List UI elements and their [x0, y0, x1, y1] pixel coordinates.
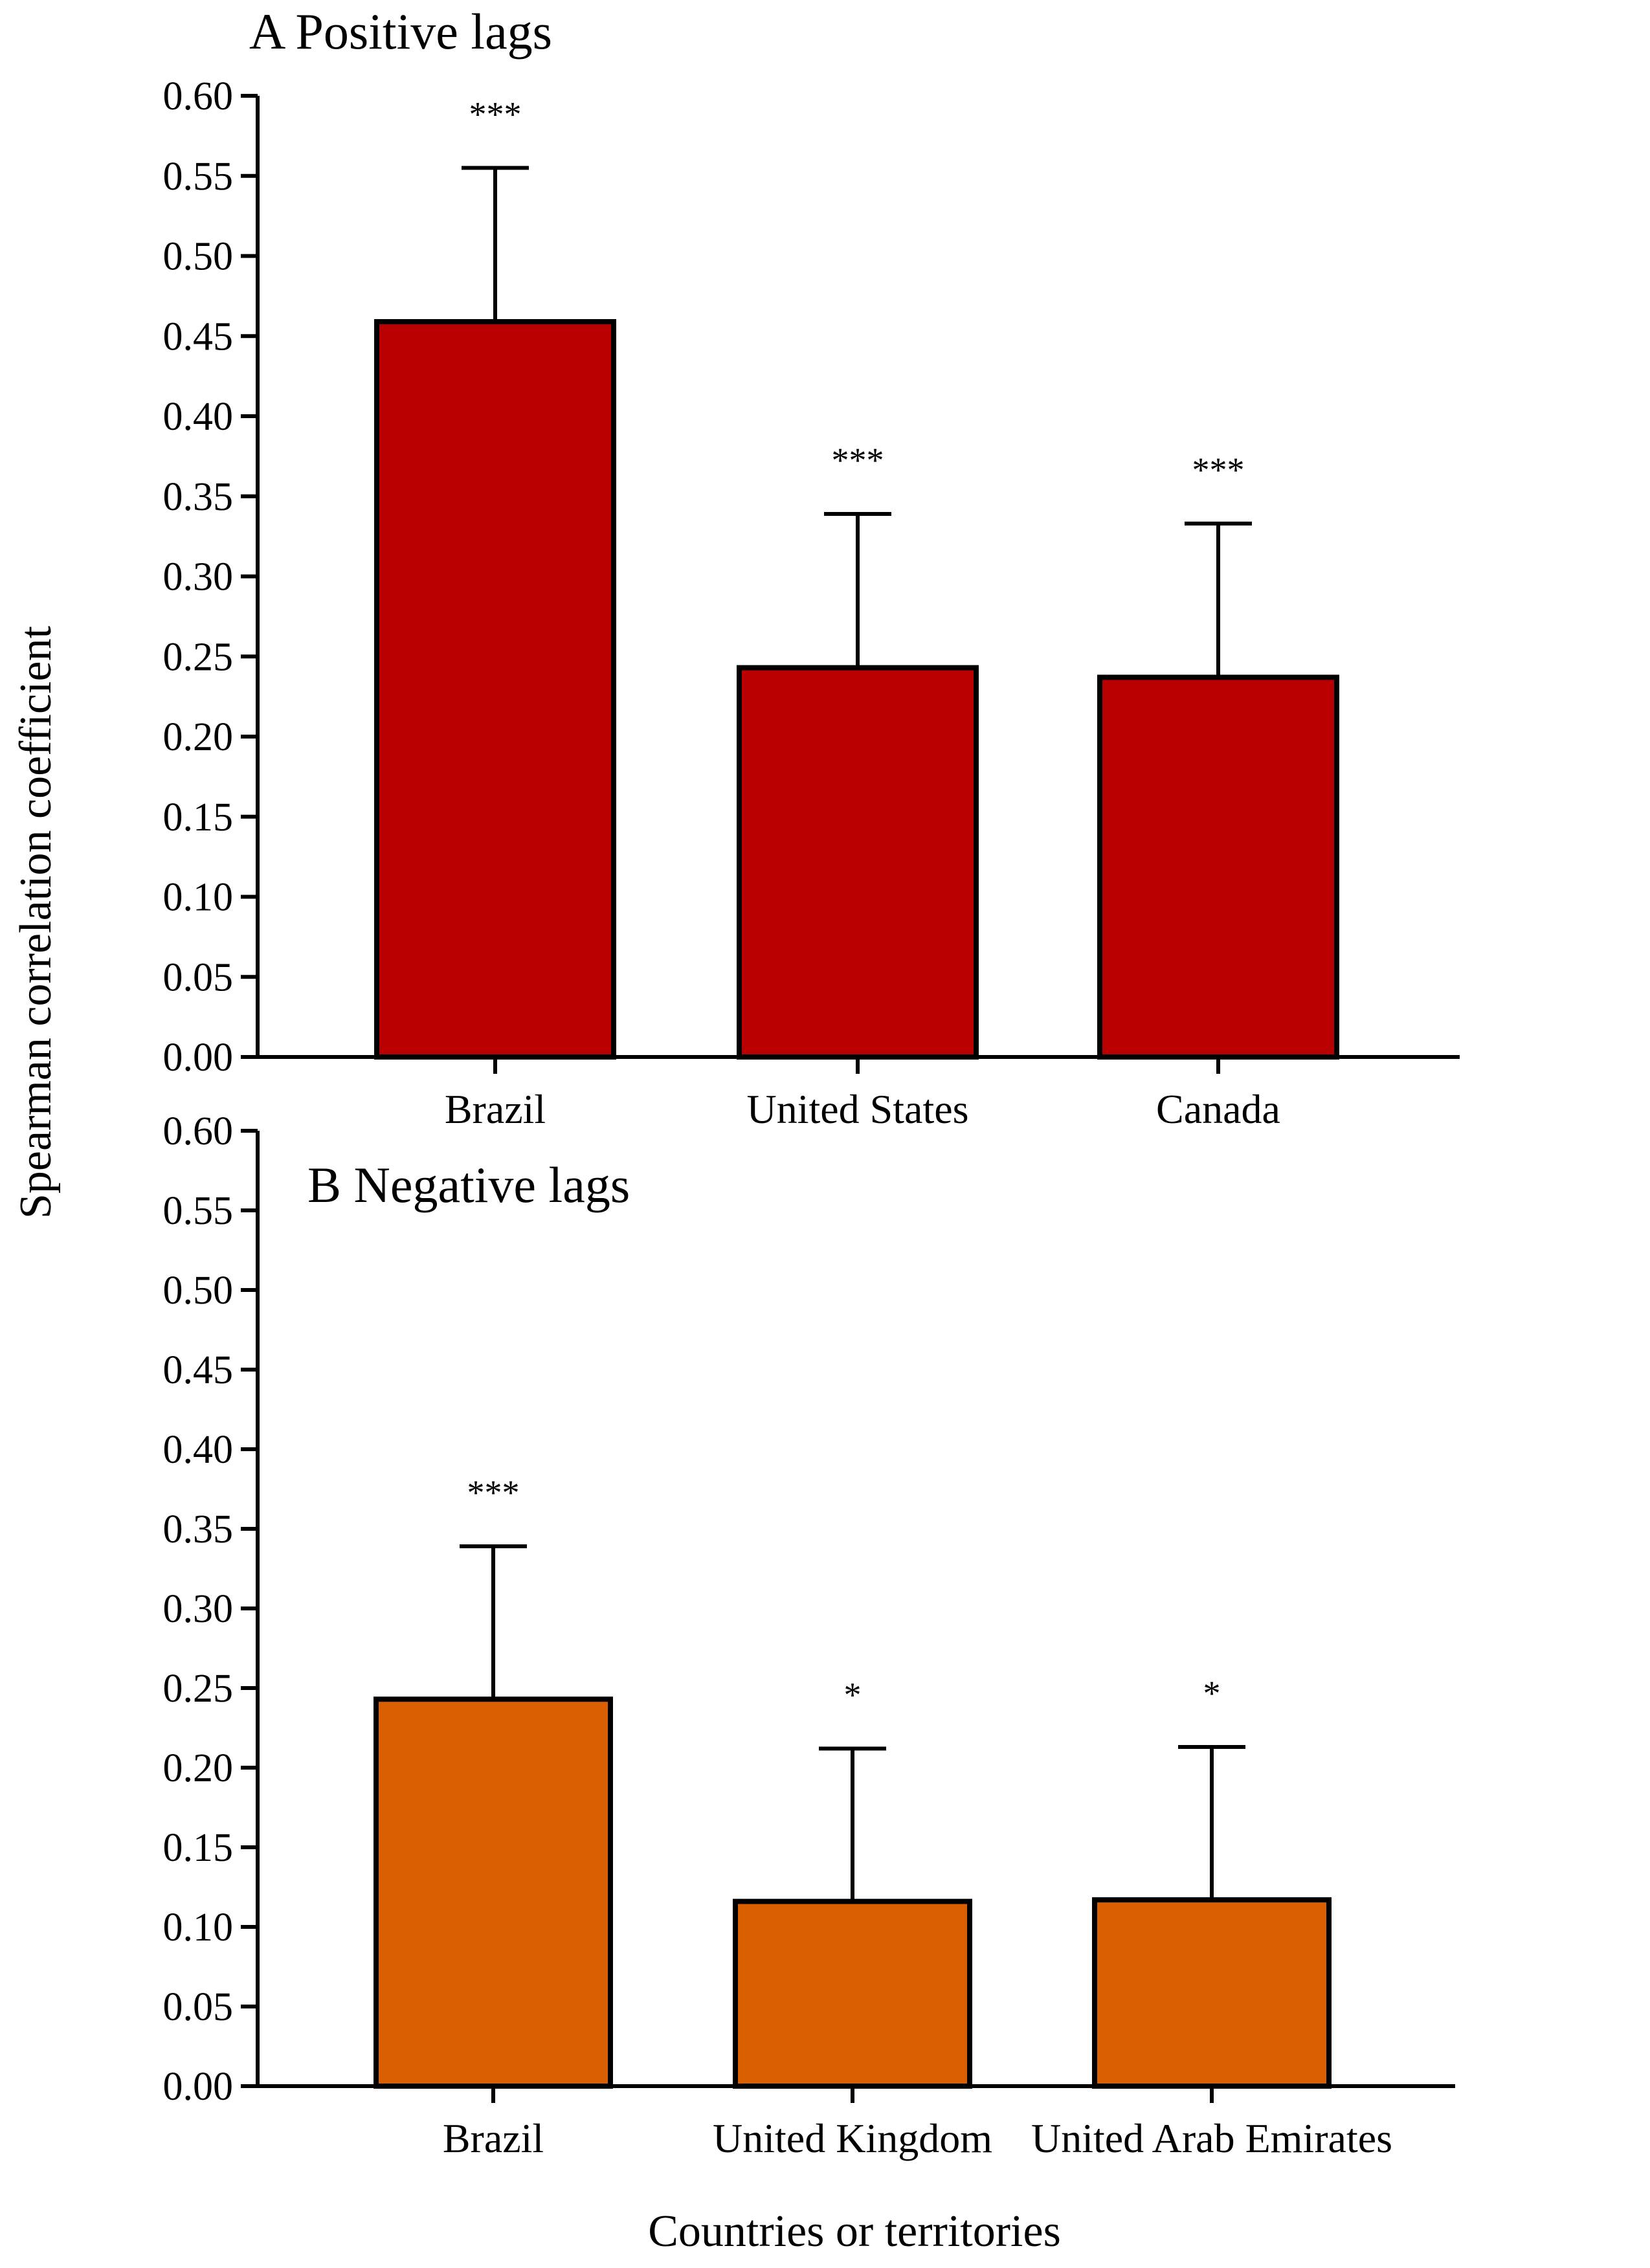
y-tick-label: 0.20	[163, 715, 234, 759]
significance-label: *	[844, 1675, 862, 1714]
x-axis-title: Countries or territories	[648, 2207, 1061, 2256]
bar-united-kingdom	[733, 1898, 972, 2089]
category-label: Canada	[1156, 1086, 1280, 1132]
y-tick-label: 0.40	[163, 1428, 234, 1472]
category-label: Brazil	[445, 1086, 546, 1132]
panel-title: B Negative lags	[307, 1157, 630, 1213]
category-label: United States	[746, 1086, 968, 1132]
bar-canada	[1097, 674, 1339, 1060]
significance-label: ***	[832, 441, 884, 480]
chart-panel-positive-lags: 0.00 0.05 0.10 0.15 0.20 0.25 0.30 0.35 0.40 0.45…	[163, 3, 1460, 1132]
y-tick-label: 0.40	[163, 395, 234, 439]
y-tick-label: 0.25	[163, 1667, 234, 1711]
y-tick-label: 0.00	[163, 2065, 234, 2109]
significance-label: *	[1203, 1674, 1221, 1713]
chart-panel-negative-lags: 0.00 0.05 0.10 0.15 0.20 0.25 0.30 0.35 0.40 0.45…	[163, 1109, 1455, 2161]
y-tick-label: 0.15	[163, 795, 234, 839]
significance-label: ***	[1192, 450, 1245, 489]
y-axis-title: Spearman correlation coefficient	[11, 625, 61, 1219]
y-tick-label: 0.50	[163, 235, 234, 279]
y-tick-label: 0.05	[163, 1985, 234, 2029]
y-tick-label: 0.25	[163, 635, 234, 679]
y-tick-label: 0.20	[163, 1746, 234, 1790]
y-tick-label: 0.10	[163, 1906, 234, 1950]
y-tick-label: 0.50	[163, 1269, 234, 1313]
significance-label: ***	[467, 1473, 520, 1512]
y-tick-label: 0.55	[163, 1189, 234, 1233]
y-tick-label: 0.30	[163, 555, 234, 599]
y-tick-label: 0.10	[163, 876, 234, 920]
y-tick-label: 0.45	[163, 1348, 234, 1392]
y-tick-label: 0.15	[163, 1826, 234, 1870]
bar-united-states	[737, 665, 979, 1060]
category-label: United Arab Emirates	[1031, 2115, 1392, 2161]
y-tick-label: 0.00	[163, 1036, 234, 1080]
y-tick-label: 0.45	[163, 315, 234, 359]
bar-brazil	[374, 318, 616, 1060]
category-label: United Kingdom	[713, 2115, 992, 2161]
y-tick-label: 0.35	[163, 1507, 234, 1551]
y-tick-label: 0.35	[163, 475, 234, 519]
bar-brazil	[373, 1696, 613, 2089]
y-tick-label: 0.60	[163, 74, 234, 118]
category-label: Brazil	[443, 2115, 544, 2161]
significance-label: ***	[469, 94, 522, 133]
y-tick-label: 0.60	[163, 1109, 234, 1153]
y-tick-label: 0.30	[163, 1587, 234, 1631]
panel-title: A Positive lags	[249, 3, 552, 60]
y-tick-label: 0.05	[163, 955, 234, 999]
bar-united-arab-emirates	[1092, 1897, 1332, 2089]
y-tick-label: 0.55	[163, 155, 234, 199]
